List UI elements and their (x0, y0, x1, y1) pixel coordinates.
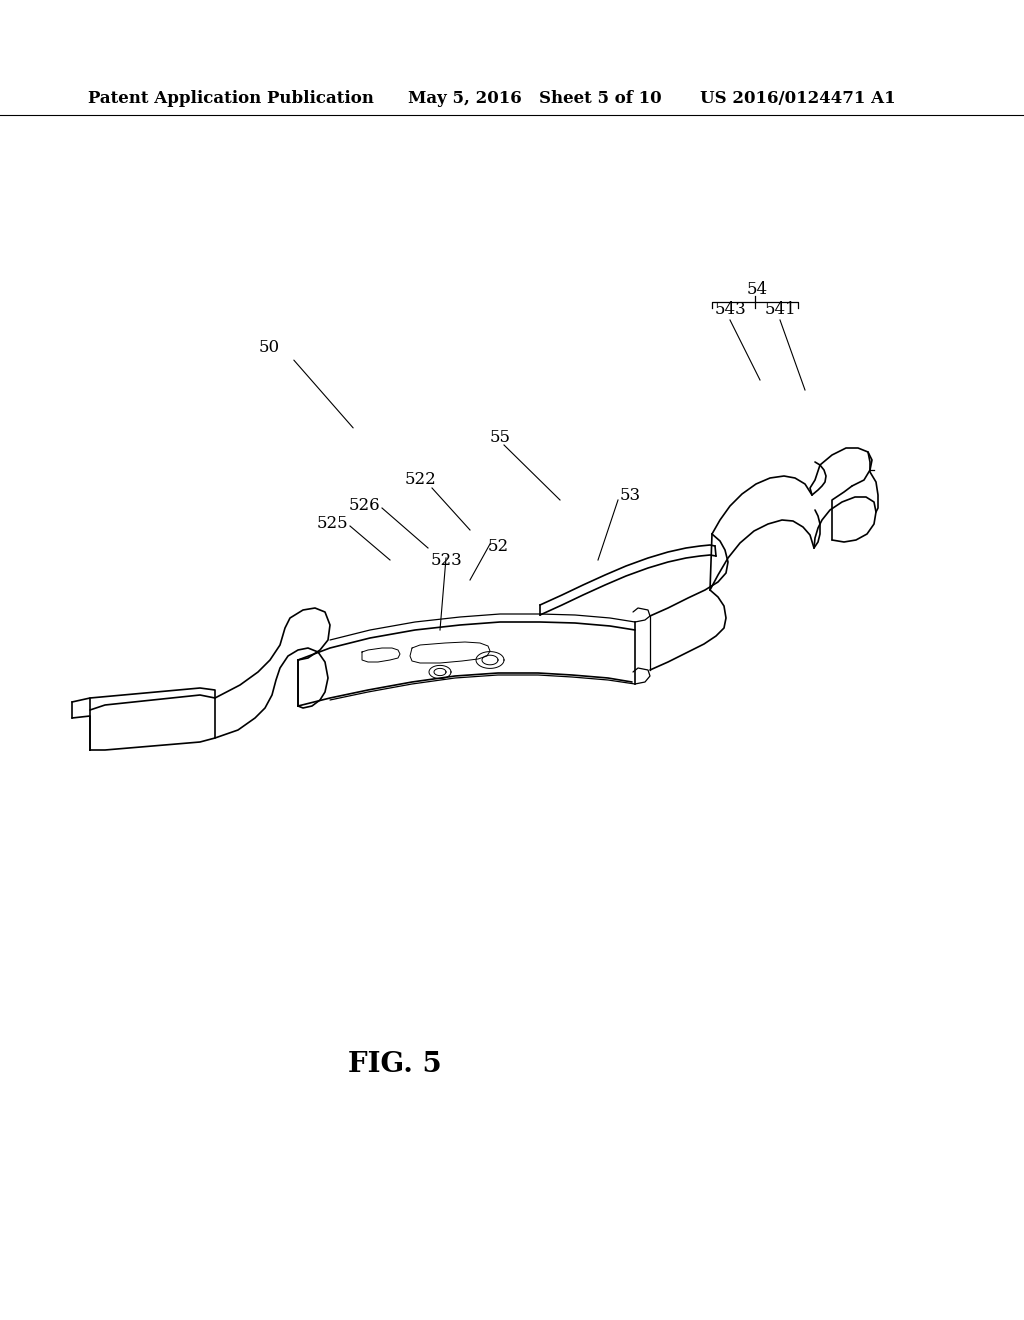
Text: US 2016/0124471 A1: US 2016/0124471 A1 (700, 90, 896, 107)
Text: 523: 523 (430, 552, 462, 569)
Text: 541: 541 (764, 301, 796, 318)
Text: 543: 543 (714, 301, 745, 318)
Text: 52: 52 (488, 539, 509, 554)
Text: 50: 50 (259, 339, 280, 356)
Text: 55: 55 (490, 429, 511, 446)
Text: 53: 53 (620, 487, 641, 504)
Text: May 5, 2016   Sheet 5 of 10: May 5, 2016 Sheet 5 of 10 (408, 90, 662, 107)
Text: FIG. 5: FIG. 5 (348, 1052, 442, 1078)
Text: 526: 526 (348, 498, 380, 515)
Text: 525: 525 (316, 516, 348, 532)
Text: Patent Application Publication: Patent Application Publication (88, 90, 374, 107)
Text: 54: 54 (746, 281, 768, 298)
Text: 522: 522 (406, 471, 437, 488)
